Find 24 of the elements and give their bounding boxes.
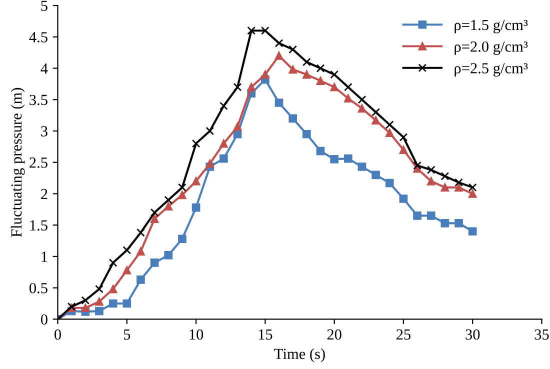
y-axis-title: Fluctuating pressure (m) (10, 88, 25, 238)
x-tick-label: 10 (190, 329, 204, 340)
x-axis-title: Time (s) (274, 348, 325, 362)
y-tick-label: 4 (40, 64, 48, 74)
y-tick-label: 2 (41, 188, 48, 200)
x-tick-label: 0 (54, 329, 61, 340)
legend-label: ρ=1.5 g/cm³ (454, 20, 528, 34)
y-tick-label: 3.5 (30, 94, 48, 106)
x-tick-label: 15 (258, 329, 272, 340)
x-tick-label: 35 (534, 329, 549, 340)
x-tick-label: 25 (396, 329, 411, 340)
y-tick-label: 2.5 (30, 158, 48, 168)
legend-label: ρ=2.0 g/cm³ (454, 41, 528, 55)
legend-label: ρ=2.5 g/cm³ (454, 63, 528, 77)
y-tick-label: 4.5 (29, 32, 48, 42)
y-tick-label: 0.5 (30, 282, 48, 294)
x-tick-label: 30 (466, 329, 480, 340)
y-tick-label: 1 (42, 252, 48, 262)
y-tick-label: 5 (41, 0, 48, 11)
x-tick-label: 20 (327, 329, 342, 340)
y-tick-label: 0 (40, 314, 48, 325)
y-tick-label: 3 (41, 126, 48, 136)
y-tick-label: 1.5 (30, 220, 48, 231)
x-tick-label: 5 (124, 330, 130, 340)
